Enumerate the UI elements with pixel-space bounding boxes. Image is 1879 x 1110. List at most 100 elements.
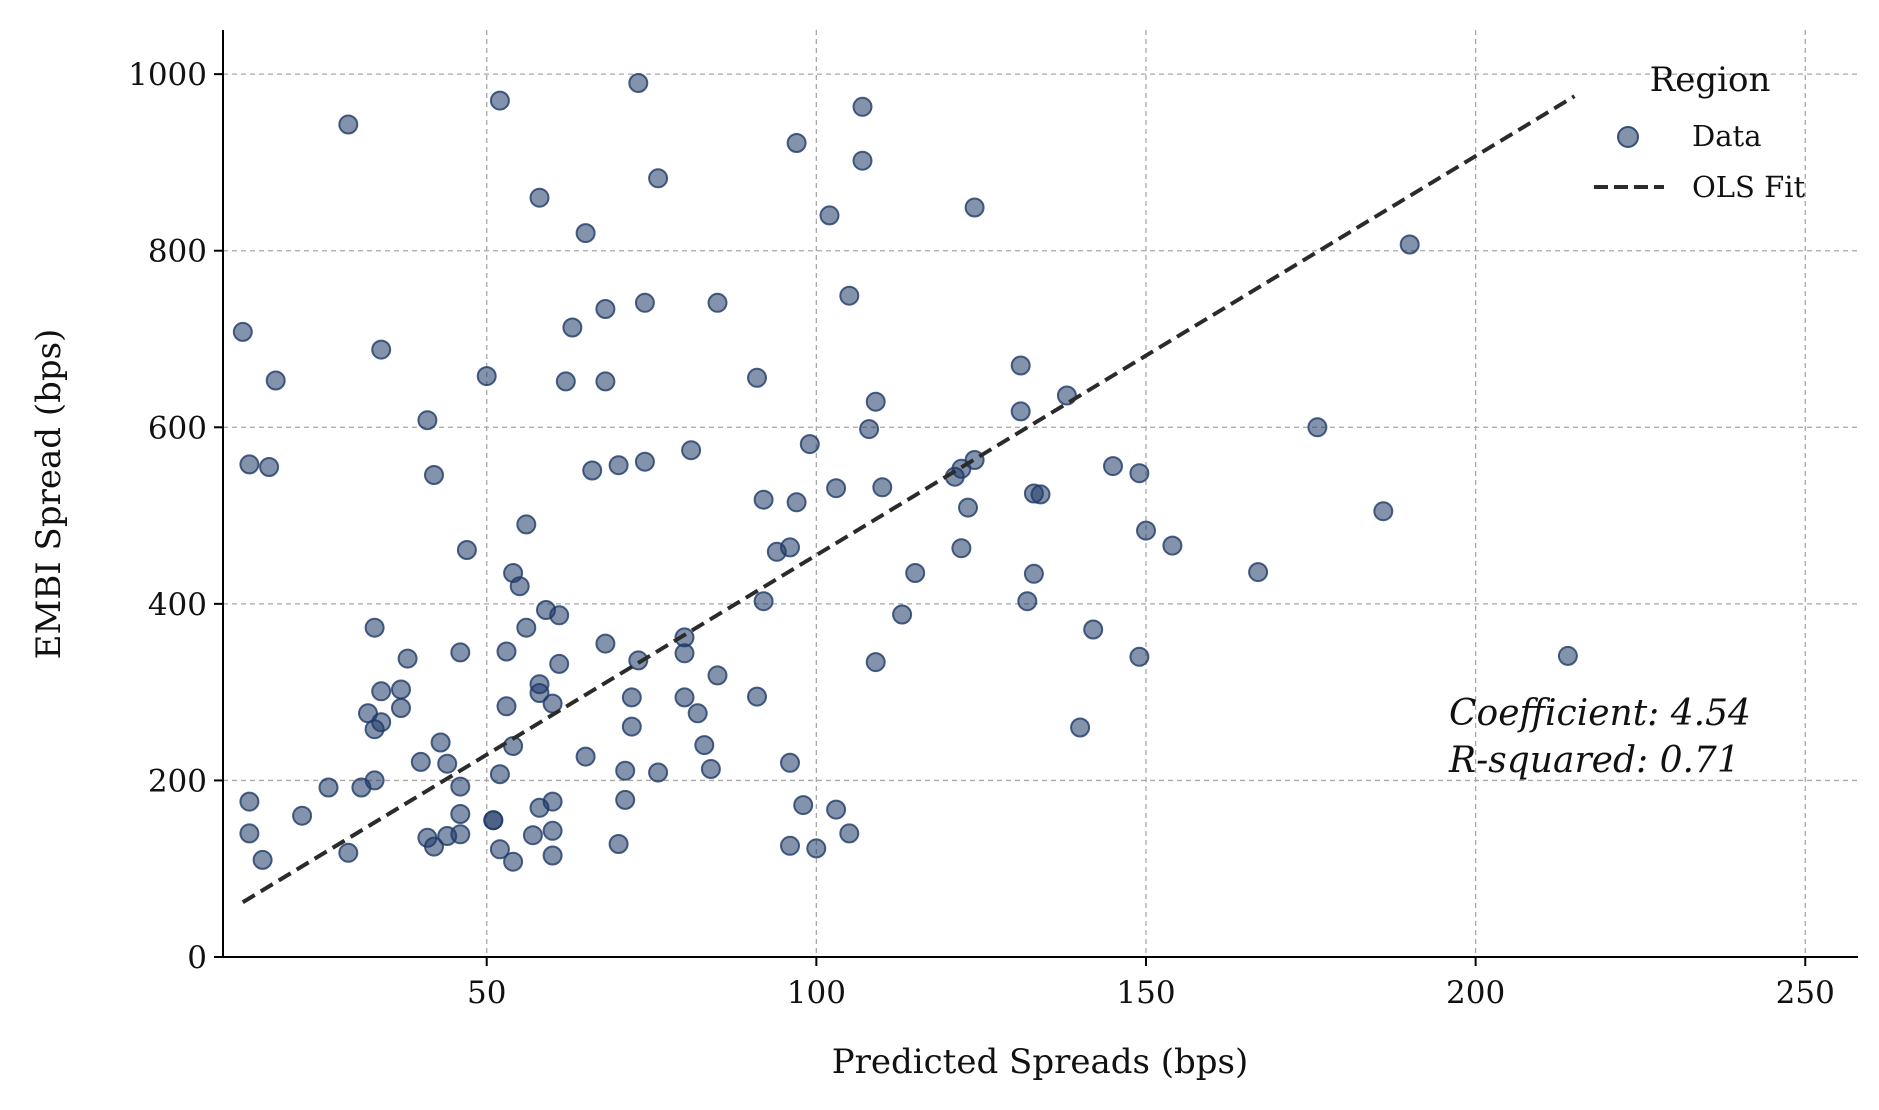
data-point [489, 839, 510, 860]
data-point [450, 642, 471, 663]
data-point [839, 285, 860, 306]
ols-fit-line [241, 94, 1576, 904]
fit-line-group [241, 94, 1576, 904]
data-point [819, 205, 840, 226]
r-squared-annotation: R-squared: 0.71 [1448, 740, 1740, 781]
x-tick-label: 150 [1116, 975, 1175, 1011]
legend-label-ols-fit: OLS Fit [1692, 170, 1806, 204]
data-point [450, 776, 471, 797]
data-point [555, 371, 576, 392]
data-point [542, 820, 563, 841]
data-point [391, 679, 411, 700]
data-point [450, 824, 471, 845]
data-point [621, 716, 642, 737]
data-point [958, 497, 978, 518]
data-point [1070, 717, 1091, 738]
data-point [806, 838, 827, 859]
data-point [1083, 619, 1104, 640]
data-point [780, 752, 800, 773]
data-point [1557, 645, 1578, 666]
data-point [516, 514, 537, 535]
data-point [648, 762, 669, 783]
data-point [417, 410, 438, 431]
data-point [1129, 463, 1150, 484]
data-point [826, 478, 847, 499]
data-point [529, 674, 550, 695]
data-point [338, 114, 359, 135]
data-point [707, 292, 728, 313]
data-point [674, 643, 695, 664]
data-point [905, 563, 926, 583]
data-point [437, 753, 458, 774]
data-point [364, 770, 385, 791]
data-point [522, 825, 543, 846]
data-point [799, 434, 820, 455]
data-point [628, 73, 649, 93]
data-point [483, 810, 504, 831]
data-point [549, 605, 570, 626]
data-point [371, 712, 392, 733]
data-point [562, 317, 583, 338]
axes [222, 30, 1858, 958]
data-point [371, 339, 392, 360]
data-point [951, 538, 972, 559]
data-point [1307, 417, 1328, 438]
data-point [1030, 484, 1051, 505]
data-point [424, 465, 444, 485]
data-point [747, 367, 767, 388]
data-point [338, 842, 359, 863]
data-point [582, 460, 603, 481]
data-point [1010, 355, 1031, 376]
data-point [786, 492, 807, 513]
data-point [674, 687, 695, 708]
data-point [318, 777, 339, 798]
data-point [575, 746, 596, 767]
data-points [232, 73, 1578, 872]
data-point [239, 823, 260, 844]
data-point [892, 604, 913, 625]
data-point [595, 371, 616, 392]
data-point [410, 751, 431, 772]
data-point [575, 223, 596, 244]
data-point [391, 698, 411, 718]
data-point [397, 648, 418, 669]
data-point [542, 791, 563, 812]
data-point [615, 789, 636, 810]
data-point [707, 665, 728, 686]
y-tick-label: 1000 [128, 57, 207, 93]
data-point [865, 391, 886, 412]
data-point [595, 299, 616, 319]
data-point [753, 489, 774, 510]
data-point [1129, 646, 1150, 667]
data-point [793, 795, 814, 816]
data-point [1399, 234, 1420, 255]
data-point [489, 764, 510, 785]
y-tick-label: 600 [148, 410, 207, 446]
data-point [424, 836, 444, 857]
data-point [1010, 401, 1031, 422]
data-point [509, 576, 530, 597]
data-point [786, 133, 807, 153]
data-point [687, 703, 708, 724]
data-point [529, 187, 550, 208]
data-point [430, 732, 451, 753]
data-point [1023, 563, 1044, 584]
data-point [608, 834, 629, 854]
data-point [872, 477, 893, 498]
data-point [595, 633, 616, 654]
data-point [747, 686, 767, 707]
axis-ticks: 50 100 150 200 250 0 200 400 600 800 1000 [128, 57, 1835, 1011]
data-point [615, 760, 636, 781]
y-tick-label: 0 [187, 940, 207, 976]
data-point [621, 687, 642, 708]
data-point [542, 845, 563, 866]
x-tick-label: 250 [1776, 975, 1835, 1011]
legend-title: Region [1650, 60, 1771, 100]
data-point [371, 681, 392, 702]
data-point [1103, 456, 1123, 477]
data-point [496, 696, 517, 717]
y-tick-label: 400 [148, 587, 207, 623]
data-point [239, 791, 260, 812]
data-point [259, 457, 280, 477]
